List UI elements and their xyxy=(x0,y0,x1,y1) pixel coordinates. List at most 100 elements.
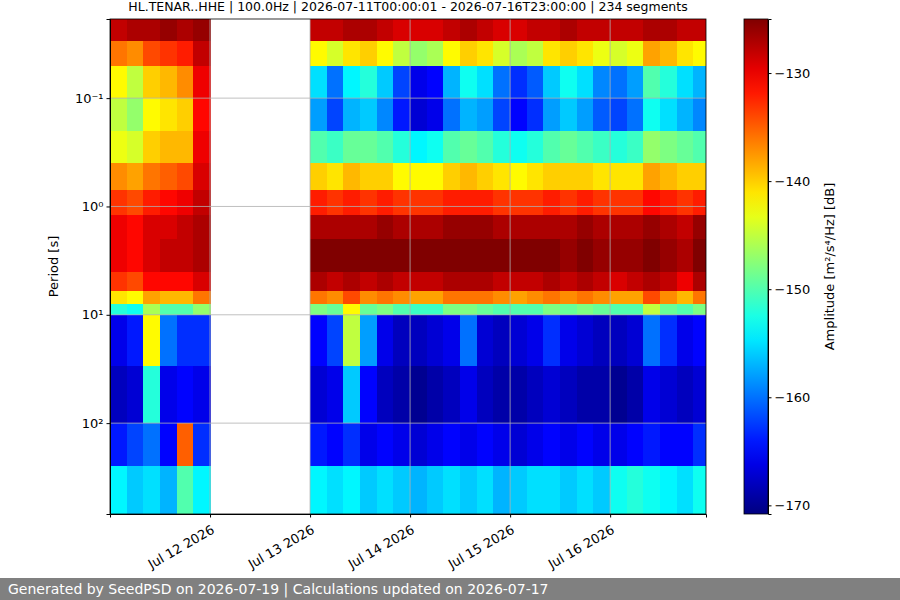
cell xyxy=(560,315,577,367)
cell xyxy=(593,466,610,514)
cell xyxy=(627,163,644,190)
cell xyxy=(610,239,627,272)
cell xyxy=(160,239,177,272)
cell xyxy=(460,41,477,66)
cell xyxy=(443,304,460,315)
cell xyxy=(360,291,377,305)
cell xyxy=(560,366,577,423)
cell xyxy=(177,423,194,467)
cell xyxy=(627,239,644,272)
cell xyxy=(677,131,694,164)
cell xyxy=(543,98,560,131)
cell xyxy=(143,315,160,367)
cell xyxy=(510,190,527,216)
cell xyxy=(543,366,560,423)
colorbar xyxy=(744,19,768,514)
cell xyxy=(343,66,360,99)
cell xyxy=(377,131,394,164)
cell xyxy=(427,291,444,305)
cell xyxy=(410,131,427,164)
cell xyxy=(343,304,360,315)
plot-frame xyxy=(110,19,706,514)
cell xyxy=(560,272,577,292)
cell xyxy=(143,41,160,66)
cell xyxy=(177,98,194,131)
cell xyxy=(477,239,494,272)
cell xyxy=(660,215,677,240)
cell xyxy=(377,315,394,367)
cell xyxy=(460,304,477,315)
cell xyxy=(660,131,677,164)
cell xyxy=(510,41,527,66)
cell xyxy=(177,215,194,240)
cell xyxy=(427,163,444,190)
cell xyxy=(110,366,127,423)
cell xyxy=(177,131,194,164)
cell xyxy=(677,66,694,99)
cell xyxy=(443,163,460,190)
cell xyxy=(593,98,610,131)
cell xyxy=(177,41,194,66)
cell xyxy=(427,315,444,367)
cell xyxy=(543,272,560,292)
cell xyxy=(310,239,327,272)
cell xyxy=(627,291,644,305)
y-tick-mark xyxy=(107,206,111,207)
cell xyxy=(327,272,344,292)
y-tick-label: 10² xyxy=(82,416,104,431)
cell xyxy=(410,98,427,131)
cells xyxy=(110,19,706,514)
cell xyxy=(477,215,494,240)
cell xyxy=(610,215,627,240)
x-tick-mark xyxy=(310,514,311,518)
cell xyxy=(127,366,144,423)
colorbar-tick-label: −130 xyxy=(775,66,811,81)
cell xyxy=(343,315,360,367)
cell xyxy=(677,98,694,131)
cell xyxy=(127,190,144,216)
cell xyxy=(310,98,327,131)
cell xyxy=(493,98,510,131)
cell xyxy=(310,315,327,367)
cell xyxy=(693,98,706,131)
cell xyxy=(693,291,706,305)
y-tick-label: 10⁰ xyxy=(82,199,104,214)
cell xyxy=(343,239,360,272)
cell xyxy=(693,466,706,514)
cell xyxy=(143,66,160,99)
cell xyxy=(393,131,410,164)
cell xyxy=(510,304,527,315)
cell xyxy=(610,131,627,164)
cell xyxy=(443,190,460,216)
cell xyxy=(460,366,477,423)
cell xyxy=(127,304,144,315)
cell xyxy=(410,190,427,216)
cell xyxy=(527,190,544,216)
cell xyxy=(527,239,544,272)
footer-bar xyxy=(0,578,900,600)
cell xyxy=(477,304,494,315)
cell xyxy=(410,366,427,423)
cell xyxy=(543,291,560,305)
cell xyxy=(360,163,377,190)
x-tick: Jul 15 2026 xyxy=(445,514,517,572)
cell xyxy=(110,163,127,190)
cell xyxy=(510,131,527,164)
cell xyxy=(643,215,660,240)
cell xyxy=(310,41,327,66)
title: HL.TENAR..HHE | 100.0Hz | 2026-07-11T00:… xyxy=(128,0,687,14)
cell xyxy=(143,272,160,292)
cell xyxy=(310,66,327,99)
cell xyxy=(693,423,706,467)
cell xyxy=(593,291,610,305)
cell xyxy=(627,19,644,42)
cell xyxy=(377,304,394,315)
cell xyxy=(377,98,394,131)
cell xyxy=(310,131,327,164)
colorbar-tick-mark xyxy=(768,73,772,74)
cell xyxy=(327,66,344,99)
cell xyxy=(410,272,427,292)
cell xyxy=(360,41,377,66)
cell xyxy=(577,131,594,164)
cell xyxy=(310,163,327,190)
